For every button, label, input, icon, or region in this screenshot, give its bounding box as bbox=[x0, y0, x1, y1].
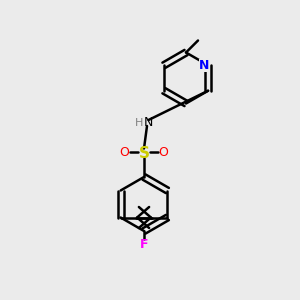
Text: N: N bbox=[199, 59, 210, 72]
Text: S: S bbox=[139, 146, 149, 160]
Text: F: F bbox=[140, 238, 148, 251]
Text: H: H bbox=[135, 118, 144, 128]
Text: O: O bbox=[159, 146, 168, 160]
Text: O: O bbox=[120, 146, 129, 160]
Text: N: N bbox=[144, 116, 153, 130]
